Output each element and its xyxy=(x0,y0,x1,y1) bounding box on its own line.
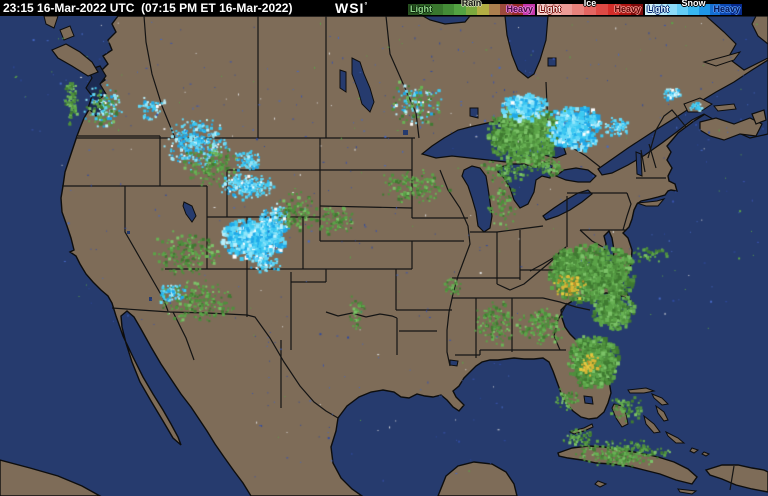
legend-ice: Ice Light Heavy xyxy=(537,0,644,16)
legend-rain-bar xyxy=(408,4,536,15)
legend-snow-bar xyxy=(645,4,743,15)
basemap-svg xyxy=(0,16,768,496)
legend-ice-light-label: Light xyxy=(539,4,561,14)
legend-ice-title: Ice xyxy=(583,0,597,8)
legend-rain-light-label: Light xyxy=(410,4,432,14)
salton-sea xyxy=(149,297,152,301)
legend-snow-heavy-label: Heavy xyxy=(713,4,740,14)
wsi-logo-mark: ° xyxy=(364,2,369,10)
radar-map xyxy=(0,16,768,496)
top-bar: 23:15 16-Mar-2022 UTC (07:15 PM ET 16-Ma… xyxy=(0,0,768,16)
legend-ice-bar xyxy=(537,4,644,15)
lake-nipigon xyxy=(469,107,479,119)
wsi-logo: WSI° xyxy=(335,0,369,16)
james-bay-lake xyxy=(547,57,557,67)
timestamp-text: 23:15 16-Mar-2022 UTC (07:15 PM ET 16-Ma… xyxy=(3,1,293,15)
lake-of-the-woods xyxy=(403,130,408,135)
yellowstone-lake xyxy=(241,181,244,184)
lake-okeechobee xyxy=(583,395,594,405)
legend-snow-title: Snow xyxy=(681,0,706,8)
lake-tahoe xyxy=(127,231,130,234)
legend-rain-heavy-label: Heavy xyxy=(506,4,533,14)
lake-champlain xyxy=(635,151,643,177)
legend-snow-light-label: Light xyxy=(647,4,669,14)
legend-snow: Snow Light Heavy xyxy=(645,0,743,16)
legend-rain-title: Rain xyxy=(461,0,482,8)
legend-rain: Rain Light Heavy xyxy=(408,0,536,16)
lake-pontchartrain xyxy=(449,359,459,367)
legend-ice-heavy-label: Heavy xyxy=(614,4,641,14)
lake-winnipegosis xyxy=(339,69,347,93)
